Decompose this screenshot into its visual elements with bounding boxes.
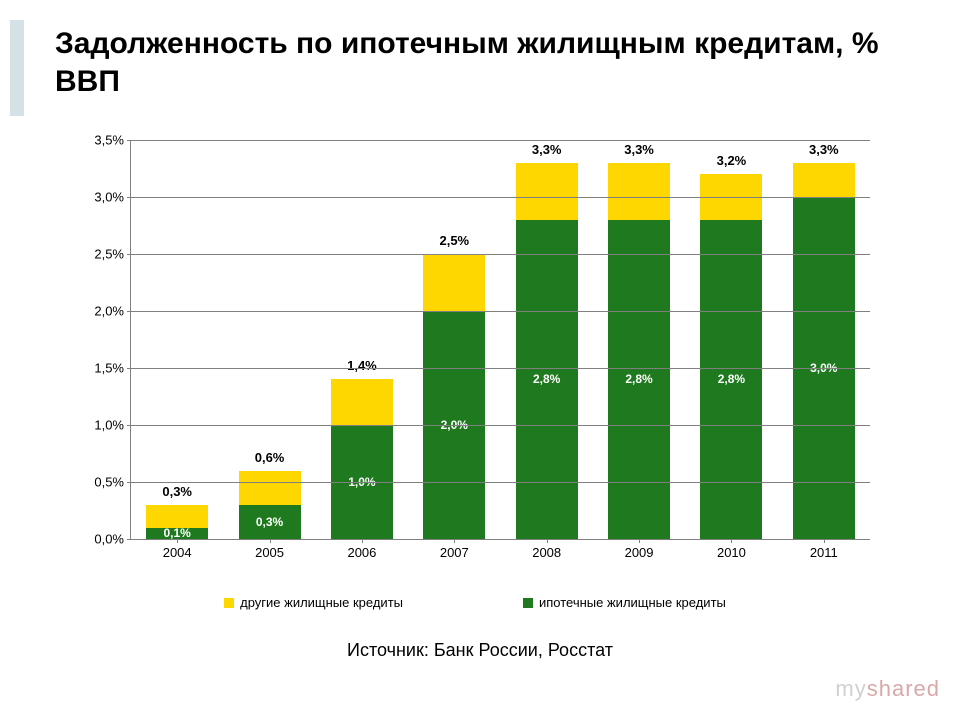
bar-segment-other <box>793 163 855 197</box>
x-axis-label: 2009 <box>608 545 670 560</box>
x-axis-label: 2005 <box>239 545 301 560</box>
x-tick <box>824 539 825 543</box>
bar-column: 3,3%2,8%2008 <box>516 140 578 539</box>
grid-line <box>131 254 870 255</box>
bar-segment-mortgage: 0,3% <box>239 505 301 539</box>
x-axis-label: 2011 <box>793 545 855 560</box>
bar-total-label: 3,3% <box>516 142 578 157</box>
bar-column: 2,5%2,0%2007 <box>423 140 485 539</box>
y-tick <box>127 368 131 369</box>
watermark-part2: shared <box>867 676 940 701</box>
x-tick <box>639 539 640 543</box>
source-text: Источник: Банк России, Росстат <box>0 640 960 661</box>
legend-label-other: другие жилищные кредиты <box>240 595 403 610</box>
grid-line <box>131 140 870 141</box>
legend-swatch-other <box>224 598 234 608</box>
y-axis-label: 2,5% <box>76 247 124 262</box>
x-tick <box>177 539 178 543</box>
bar-column: 3,3%2,8%2009 <box>608 140 670 539</box>
x-axis-label: 2006 <box>331 545 393 560</box>
x-tick <box>270 539 271 543</box>
y-tick <box>127 254 131 255</box>
bar-segment-other <box>239 471 301 505</box>
bar-column: 0,3%0,1%2004 <box>146 140 208 539</box>
grid-line <box>131 197 870 198</box>
y-tick <box>127 425 131 426</box>
bar-segment-mortgage: 0,1% <box>146 528 208 539</box>
x-axis-label: 2007 <box>423 545 485 560</box>
watermark-part1: my <box>835 676 866 701</box>
y-tick <box>127 482 131 483</box>
x-tick <box>362 539 363 543</box>
slide-title: Задолженность по ипотечным жилищным кред… <box>55 25 930 100</box>
legend-item-mortgage: ипотечные жилищные кредиты <box>523 595 726 610</box>
bracket-decoration <box>10 20 24 116</box>
bar-total-label: 0,6% <box>239 450 301 465</box>
bar-segment-mortgage: 2,8% <box>700 220 762 539</box>
grid-line <box>131 311 870 312</box>
x-tick <box>547 539 548 543</box>
legend-swatch-mortgage <box>523 598 533 608</box>
y-tick <box>127 140 131 141</box>
x-axis-label: 2004 <box>146 545 208 560</box>
x-tick <box>454 539 455 543</box>
bar-segment-other <box>146 505 208 528</box>
bar-column: 3,2%2,8%2010 <box>700 140 762 539</box>
y-axis-label: 1,5% <box>76 361 124 376</box>
bar-segment-other <box>423 254 485 311</box>
bar-segment-mortgage: 2,8% <box>608 220 670 539</box>
grid-line <box>131 482 870 483</box>
y-axis-label: 0,5% <box>76 475 124 490</box>
y-axis-label: 3,0% <box>76 190 124 205</box>
bar-total-label: 2,5% <box>423 233 485 248</box>
bar-column: 0,6%0,3%2005 <box>239 140 301 539</box>
grid-line <box>131 368 870 369</box>
y-tick <box>127 311 131 312</box>
chart: 0,3%0,1%20040,6%0,3%20051,4%1,0%20062,5%… <box>70 130 880 570</box>
x-axis-label: 2008 <box>516 545 578 560</box>
bar-total-label: 3,2% <box>700 153 762 168</box>
slide: Задолженность по ипотечным жилищным кред… <box>0 0 960 720</box>
y-axis-label: 1,0% <box>76 418 124 433</box>
y-tick <box>127 197 131 198</box>
y-axis-label: 0,0% <box>76 532 124 547</box>
bar-total-label: 3,3% <box>608 142 670 157</box>
bar-segment-mortgage: 2,8% <box>516 220 578 539</box>
plot-area: 0,3%0,1%20040,6%0,3%20051,4%1,0%20062,5%… <box>130 140 870 540</box>
x-tick <box>731 539 732 543</box>
bar-segment-other <box>331 379 393 425</box>
y-axis-label: 3,5% <box>76 133 124 148</box>
grid-line <box>131 425 870 426</box>
bar-segment-other <box>516 163 578 220</box>
x-axis-label: 2010 <box>700 545 762 560</box>
bar-column: 3,3%3,0%2011 <box>793 140 855 539</box>
legend-label-mortgage: ипотечные жилищные кредиты <box>539 595 726 610</box>
bar-total-label: 1,4% <box>331 358 393 373</box>
bar-total-label: 3,3% <box>793 142 855 157</box>
y-tick <box>127 539 131 540</box>
bar-total-label: 0,3% <box>146 484 208 499</box>
watermark: myshared <box>835 676 940 702</box>
bar-segment-other <box>608 163 670 220</box>
bars-container: 0,3%0,1%20040,6%0,3%20051,4%1,0%20062,5%… <box>131 140 870 539</box>
y-axis-label: 2,0% <box>76 304 124 319</box>
legend: другие жилищные кредиты ипотечные жилищн… <box>70 595 880 610</box>
legend-item-other: другие жилищные кредиты <box>224 595 403 610</box>
bar-column: 1,4%1,0%2006 <box>331 140 393 539</box>
